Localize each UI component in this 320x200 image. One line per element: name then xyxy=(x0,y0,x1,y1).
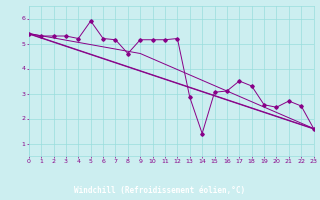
Text: Windchill (Refroidissement éolien,°C): Windchill (Refroidissement éolien,°C) xyxy=(75,186,245,195)
